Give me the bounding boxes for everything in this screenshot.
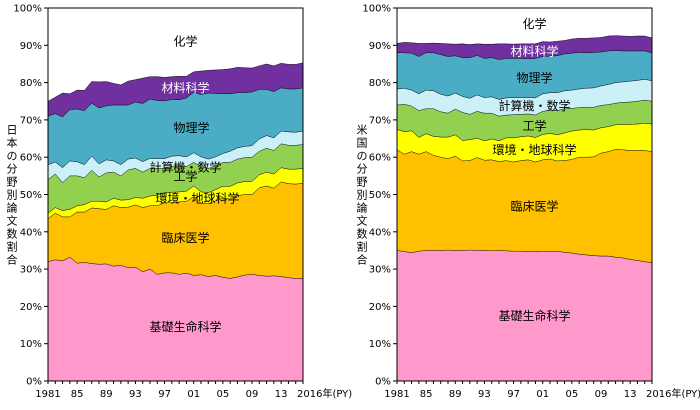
us-series-label-4: 計算機・数学	[498, 98, 570, 113]
jp-ytick-label-8: 80%	[20, 78, 42, 89]
jp-ytick-label-5: 50%	[20, 190, 42, 201]
us-series-label-7: 化学	[522, 16, 546, 31]
jp-xtick-label-8: 13	[275, 389, 288, 400]
jp-ytick-label-9: 90%	[20, 41, 42, 52]
jp-ytick-label-0: 0%	[26, 377, 42, 388]
us-ytick-label-7: 70%	[369, 115, 391, 126]
us-xtick-label-8: 13	[624, 389, 637, 400]
us-series-label-3: 工学	[522, 118, 546, 133]
jp-xtick-label-9: 2016年(PY)	[297, 387, 352, 400]
jp-xtick-label-7: 09	[246, 389, 259, 400]
us-ytick-label-4: 40%	[369, 227, 391, 238]
us-field-share-chart: 0% 10% 20% 30% 40% 50% 60% 70% 80% 90% 100% 1981 85 8…	[357, 4, 700, 401]
jp-series-label-6: 材料科学	[161, 80, 209, 95]
us-xtick-label-9: 2016年(PY)	[646, 387, 700, 400]
us-xtick-label-2: 89	[449, 389, 462, 400]
us-series-label-2: 環境・地球科学	[492, 142, 576, 157]
jp-xtick-label-1: 85	[71, 389, 84, 400]
jp-ytick-label-1: 10%	[20, 339, 42, 350]
jp-series-label-3: 工学	[173, 169, 197, 184]
jp-ytick-label-2: 20%	[20, 302, 42, 313]
us-ytick-label-6: 60%	[369, 153, 391, 164]
jp-series-label-7: 化学	[173, 34, 197, 49]
jp-series-label-1: 臨床医学	[161, 230, 209, 245]
us-xtick-label-4: 97	[507, 389, 520, 400]
jp-xtick-label-0: 1981	[35, 389, 60, 400]
us-xtick-label-7: 09	[595, 389, 608, 400]
us-ytick-label-5: 50%	[369, 190, 391, 201]
jp-xtick-label-2: 89	[100, 389, 113, 400]
jp-ytick-label-4: 40%	[20, 227, 42, 238]
us-xtick-label-1: 85	[420, 389, 433, 400]
jp-y-axis-label: 日本の分野別論文数割合	[7, 124, 18, 267]
us-ytick-label-3: 30%	[369, 265, 391, 276]
us-series-label-5: 物理学	[516, 70, 552, 85]
japan-field-share-chart: 0% 10% 20% 30% 40% 50% 60% 70% 80% 90% 100% 1981 85 8…	[7, 4, 353, 401]
us-series-label-1: 臨床医学	[510, 199, 558, 214]
us-ytick-label-2: 20%	[369, 302, 391, 313]
jp-series-label-0: 基礎生命科学	[149, 319, 221, 334]
us-ytick-label-8: 80%	[369, 78, 391, 89]
jp-ytick-label-3: 30%	[20, 265, 42, 276]
us-ytick-label-10: 100%	[362, 4, 391, 15]
us-y-axis-label: 米国の分野別論文数割合	[357, 124, 368, 267]
jp-xtick-label-4: 97	[158, 389, 171, 400]
jp-xtick-label-6: 05	[216, 389, 229, 400]
us-series-label-0: 基礎生命科学	[498, 308, 570, 323]
jp-ytick-label-10: 100%	[13, 4, 42, 15]
jp-series-label-2: 環境・地球科学	[155, 191, 239, 206]
jp-series-label-4: 計算機・数学	[149, 160, 221, 175]
jp-xtick-label-3: 93	[129, 389, 142, 400]
us-ytick-label-1: 10%	[369, 339, 391, 350]
us-xtick-label-5: 01	[536, 389, 549, 400]
us-ytick-label-9: 90%	[369, 41, 391, 52]
us-ytick-label-0: 0%	[375, 377, 391, 388]
us-xtick-label-0: 1981	[384, 389, 409, 400]
us-series-label-6: 材料科学	[510, 43, 558, 58]
jp-ytick-label-7: 70%	[20, 115, 42, 126]
jp-xtick-label-5: 01	[187, 389, 200, 400]
jp-ytick-label-6: 60%	[20, 153, 42, 164]
jp-series-label-5: 物理学	[173, 120, 209, 135]
us-xtick-label-6: 05	[565, 389, 578, 400]
us-xtick-label-3: 93	[478, 389, 491, 400]
